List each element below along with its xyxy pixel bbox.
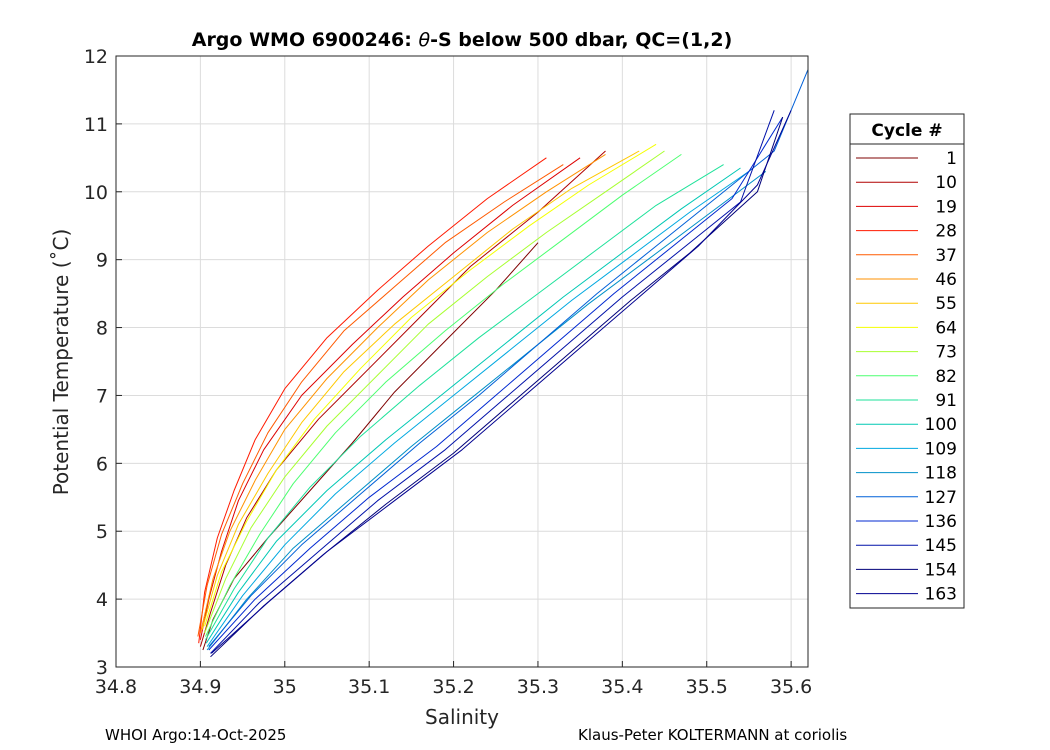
x-tick-label: 34.9: [179, 676, 221, 698]
legend: Cycle # 1 10 19 28 37 46 55 64 73 82 91 100 109 118 12…: [849, 113, 965, 609]
y-tick-label: 10: [84, 182, 108, 204]
legend-label: 109: [925, 439, 957, 459]
x-tick-label: 34.8: [95, 676, 137, 698]
series-line-cycle-64: [204, 143, 657, 627]
legend-label: 82: [935, 367, 957, 387]
series-line-cycle-55: [201, 150, 640, 630]
legend-label: 73: [935, 343, 957, 363]
legend-title-box: [849, 113, 965, 145]
legend-label: 10: [935, 173, 957, 193]
legend-label: 28: [935, 222, 957, 242]
series-line-cycle-145: [210, 110, 775, 654]
y-tick-label: 8: [96, 318, 108, 340]
y-tick-label: 11: [84, 114, 108, 136]
chart-title: Argo WMO 6900246: θ-S below 500 dbar, QC…: [192, 29, 733, 51]
y-tick-label: 4: [96, 589, 108, 611]
series-line-cycle-91: [205, 164, 724, 641]
title-prefix: Argo WMO 6900246:: [192, 29, 419, 51]
grid: [115, 55, 808, 668]
x-tick-label: 35.6: [770, 676, 812, 698]
series-line-cycle-118: [206, 170, 767, 651]
series-line-cycle-109: [206, 170, 750, 647]
legend-label: 91: [935, 391, 957, 411]
y-axis-label: Potential Temperature (˚C): [49, 229, 73, 496]
y-tick-label: 9: [96, 250, 108, 272]
y-tick-label: 3: [96, 657, 108, 679]
series-line-cycle-28: [198, 157, 547, 644]
series-line-cycle-127: [208, 69, 809, 647]
axis-ticks: 34.8 34.9 35 35.1 35.2 35.3 35.4 35.5 35.6 3 4 5 6 7 8…: [84, 46, 812, 698]
series-line-cycle-100: [205, 167, 741, 644]
legend-label: 136: [925, 512, 957, 532]
legend-label: 55: [935, 294, 957, 314]
legend-label: 154: [925, 560, 957, 580]
x-tick-label: 35.5: [686, 676, 728, 698]
y-tick-label: 12: [84, 46, 108, 68]
series-line-cycle-46: [199, 153, 606, 634]
x-tick-label: 35.1: [348, 676, 390, 698]
plot-area-border: [115, 55, 809, 668]
legend-label: 145: [925, 536, 957, 556]
data-lines: [197, 69, 809, 658]
footer-source: WHOI Argo:14-Oct-2025: [105, 726, 287, 744]
legend-label: 64: [935, 318, 957, 338]
legend-title: Cycle #: [871, 121, 942, 141]
legend-label: 37: [935, 246, 957, 266]
y-tick-label: 6: [96, 453, 108, 475]
series-line-cycle-163: [211, 110, 792, 654]
y-tick-label: 5: [96, 521, 108, 543]
x-axis-label: Salinity: [425, 705, 499, 729]
series-line-cycle-136: [208, 116, 784, 651]
x-tick-label: 35.4: [601, 676, 643, 698]
legend-box: [849, 113, 965, 609]
legend-label: 127: [925, 488, 957, 508]
series-line-cycle-10: [199, 150, 606, 647]
legend-label: 46: [935, 270, 957, 290]
title-theta: θ: [418, 29, 430, 51]
y-tick-label: 7: [96, 385, 108, 407]
x-tick-label: 35.3: [517, 676, 559, 698]
legend-label: 163: [925, 585, 957, 605]
title-suffix: -S below 500 dbar, QC=(1,2): [430, 29, 732, 51]
footer-credit: Klaus-Peter KOLTERMANN at coriolis: [578, 726, 848, 744]
series-line-cycle-1: [202, 242, 539, 651]
series-line-cycle-73: [204, 150, 665, 634]
series-line-cycle-82: [205, 153, 682, 637]
series-line-cycle-37: [197, 164, 564, 637]
x-tick-label: 35.2: [432, 676, 474, 698]
legend-label: 118: [925, 464, 957, 484]
legend-label: 1: [946, 149, 957, 169]
legend-label: 100: [925, 415, 957, 435]
x-tick-label: 35: [273, 676, 297, 698]
legend-label: 19: [935, 197, 957, 217]
